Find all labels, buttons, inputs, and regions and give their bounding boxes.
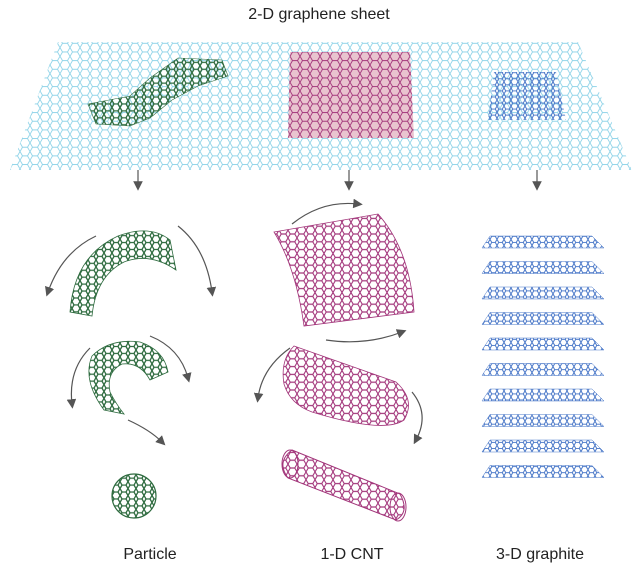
graphite-layer [481, 235, 605, 249]
graphite-layer [481, 363, 605, 376]
graphite-layer [481, 312, 605, 325]
label-graphite: 3-D graphite [495, 546, 585, 563]
sheet-particle-patch [87, 57, 229, 127]
cnt-stages [253, 198, 423, 522]
graphite-layer [481, 465, 605, 478]
transform-arrows [133, 170, 542, 191]
graphite-layer [481, 414, 605, 427]
particle-fullerene [111, 473, 157, 519]
cnt-stage-1 [273, 213, 415, 327]
graphite-layer [481, 388, 605, 402]
particle-stages [45, 225, 217, 519]
diagram-title: 2-D graphene sheet [248, 6, 390, 23]
graphite-layer [481, 439, 605, 453]
graphite-layer [481, 286, 605, 300]
particle-stage-2 [88, 340, 169, 415]
label-cnt: 1-D CNT [320, 546, 384, 563]
cnt-stage-2 [282, 345, 409, 426]
graphene-sheet [10, 42, 632, 170]
particle-stage-1 [69, 230, 177, 317]
graphite-layer [481, 337, 605, 351]
graphite-layer [481, 261, 605, 274]
label-particle: Particle [123, 546, 177, 563]
sheet-graphite-patch [488, 72, 566, 120]
cnt-tube [282, 449, 405, 521]
graphite-stack [481, 235, 605, 478]
sheet-cnt-patch [288, 52, 414, 138]
